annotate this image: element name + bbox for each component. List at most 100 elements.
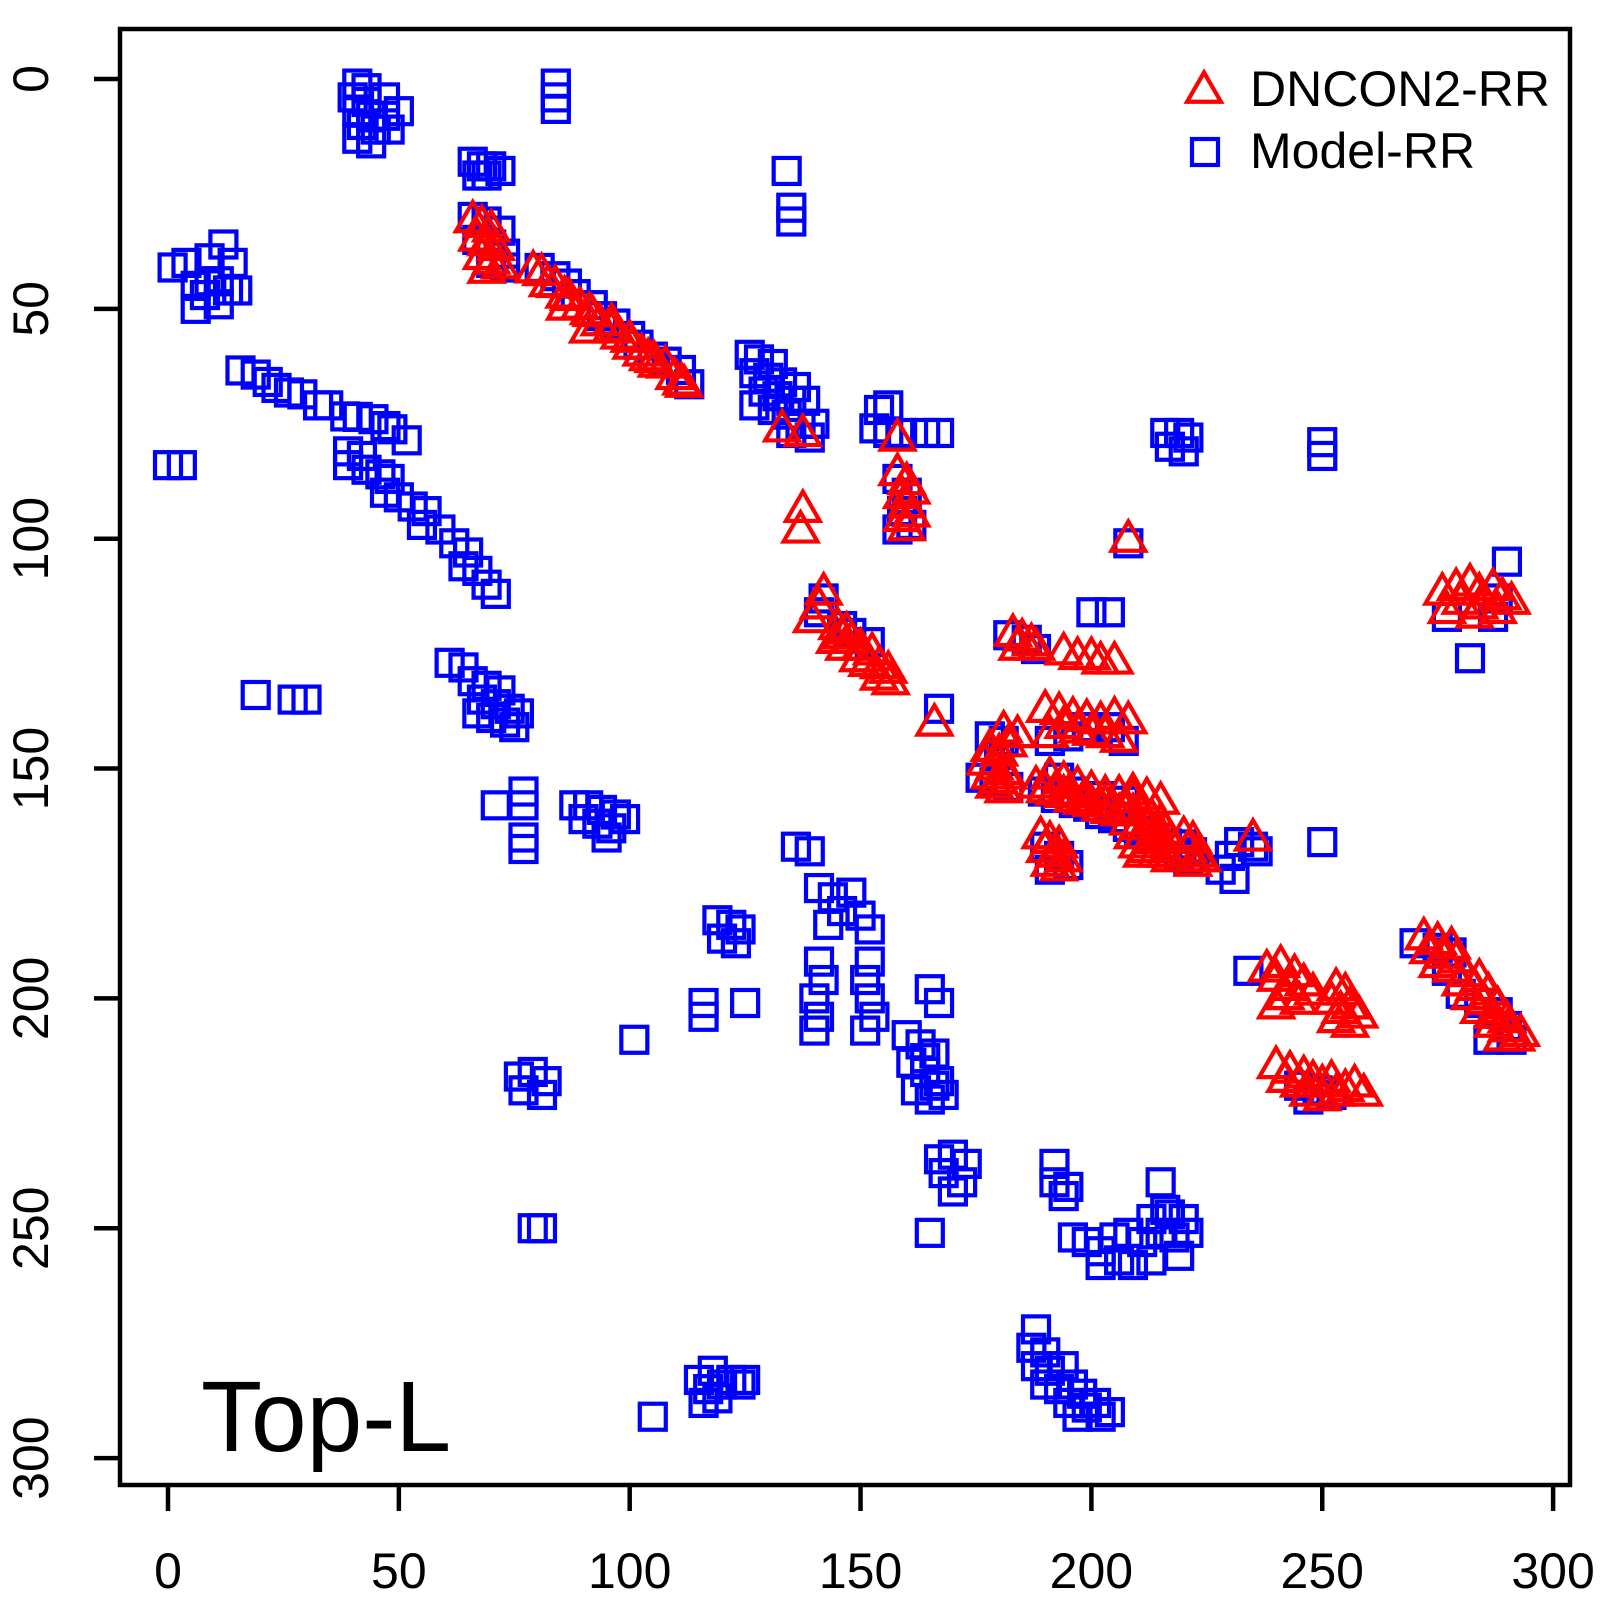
dncon2-rr-marker	[1112, 777, 1154, 813]
model-rr-marker	[799, 1015, 830, 1046]
model-rr-marker	[609, 804, 641, 835]
dncon2-rr-marker	[571, 291, 613, 328]
dncon2-rr-marker	[780, 508, 822, 544]
dncon2-rr-marker	[1163, 813, 1205, 850]
dncon2-rr-marker	[1454, 593, 1496, 629]
dncon2-rr-marker	[1066, 777, 1108, 813]
model-rr-marker	[480, 578, 511, 609]
model-rr-marker	[850, 1015, 881, 1046]
model-rr-marker	[720, 928, 751, 959]
dncon2-rr-marker	[1084, 781, 1126, 818]
model-rr-marker	[391, 425, 422, 456]
dncon2-rr-marker	[461, 234, 503, 271]
dncon2-rr-marker	[1278, 979, 1320, 1015]
model-rr-marker	[1076, 597, 1107, 628]
dncon2-rr-marker	[761, 406, 803, 443]
dncon2-rr-marker	[663, 362, 705, 398]
dncon2-rr-marker	[1024, 827, 1066, 864]
model-rr-marker	[1307, 827, 1338, 858]
model-rr-marker	[462, 698, 493, 729]
dncon2-rr-marker	[890, 492, 932, 528]
dncon2-rr-marker	[867, 648, 909, 684]
dncon2-rr-marker	[1015, 763, 1057, 799]
model-rr-marker	[1085, 1401, 1116, 1432]
plot-box	[117, 26, 1573, 1488]
dncon2-rr-marker	[1495, 1016, 1537, 1052]
model-rr-marker	[1307, 440, 1338, 472]
dncon2-rr-marker	[782, 411, 824, 448]
dncon2-rr-marker	[1292, 970, 1334, 1006]
model-rr-marker	[771, 155, 802, 187]
y-tick-label: 200	[3, 957, 59, 1040]
model-rr-marker	[739, 390, 770, 421]
model-rr-marker	[591, 822, 622, 853]
legend-label-model: Model-RR	[1250, 123, 1475, 179]
dncon2-rr-marker	[913, 701, 955, 737]
x-tick-label: 300	[1511, 1543, 1594, 1599]
dncon2-rr-marker	[886, 505, 928, 542]
model-rr-marker	[776, 206, 807, 237]
dncon2-rr-marker	[1310, 1057, 1353, 1093]
model-rr-marker	[1168, 436, 1199, 467]
model-rr-marker	[803, 946, 835, 977]
model-rr-marker	[854, 983, 885, 1014]
dncon2-rr-points	[452, 197, 1542, 1112]
dncon2-rr-marker	[1477, 588, 1519, 625]
plot-legend: DNCON2-RR Model-RR	[1183, 61, 1550, 179]
model-rr-marker	[1173, 1217, 1204, 1248]
dncon2-rr-marker	[653, 354, 696, 391]
dncon2-rr-marker	[814, 618, 856, 654]
dncon2-rr-marker	[964, 740, 1006, 776]
dncon2-rr-marker	[1020, 813, 1062, 850]
model-rr-marker	[725, 1369, 756, 1400]
model-rr-marker	[637, 1401, 668, 1432]
dncon2-rr-marker	[1149, 836, 1191, 873]
y-tick-label: 0	[3, 65, 59, 93]
model-rr-marker	[1491, 546, 1523, 577]
dncon2-rr-marker	[1093, 639, 1136, 675]
model-rr-marker	[462, 160, 493, 191]
legend-label-dncon2: DNCON2-RR	[1250, 61, 1550, 117]
legend-triangle-icon	[1183, 68, 1225, 104]
dncon2-rr-marker	[627, 335, 669, 372]
dncon2-rr-marker	[791, 597, 833, 634]
dncon2-rr-marker	[1338, 993, 1380, 1029]
dncon2-rr-marker	[1029, 841, 1071, 877]
dncon2-rr-marker	[983, 767, 1025, 804]
dncon2-rr-marker	[821, 613, 863, 650]
model-rr-marker	[1020, 1314, 1052, 1345]
dncon2-rr-marker	[1324, 1066, 1366, 1103]
dncon2-rr-marker	[1029, 712, 1071, 749]
model-rr-marker	[919, 1070, 950, 1101]
model-rr-marker	[1048, 1351, 1079, 1382]
model-rr-marker	[1094, 597, 1125, 628]
model-rr-marker	[471, 569, 502, 600]
model-rr-marker	[499, 712, 530, 743]
model-rr-marker	[947, 1167, 978, 1198]
model-rr-marker	[252, 366, 283, 398]
model-rr-marker	[1145, 1167, 1176, 1198]
dncon2-rr-marker	[1181, 836, 1223, 873]
model-rr-marker	[1085, 1249, 1116, 1281]
x-tick-label: 150	[819, 1543, 902, 1599]
model-rr-marker	[923, 693, 955, 724]
dncon2-rr-marker	[858, 655, 900, 691]
dncon2-rr-marker	[1435, 565, 1477, 602]
dncon2-rr-marker	[782, 487, 824, 523]
model-rr-marker	[850, 964, 881, 996]
model-rr-marker	[406, 509, 438, 541]
model-rr-marker	[383, 96, 414, 127]
model-rr-marker	[1094, 1397, 1125, 1428]
model-rr-marker	[157, 252, 188, 283]
dncon2-rr-marker	[466, 248, 508, 284]
y-tick-label: 300	[3, 1416, 59, 1499]
y-tick-label: 100	[3, 497, 59, 580]
dncon2-rr-marker	[890, 469, 932, 505]
model-rr-marker	[480, 790, 511, 821]
model-rr-marker	[526, 1213, 558, 1244]
x-tick-label: 50	[371, 1543, 427, 1599]
model-rr-marker	[291, 684, 322, 715]
dncon2-rr-marker	[858, 643, 900, 680]
y-tick-label: 150	[3, 727, 59, 810]
